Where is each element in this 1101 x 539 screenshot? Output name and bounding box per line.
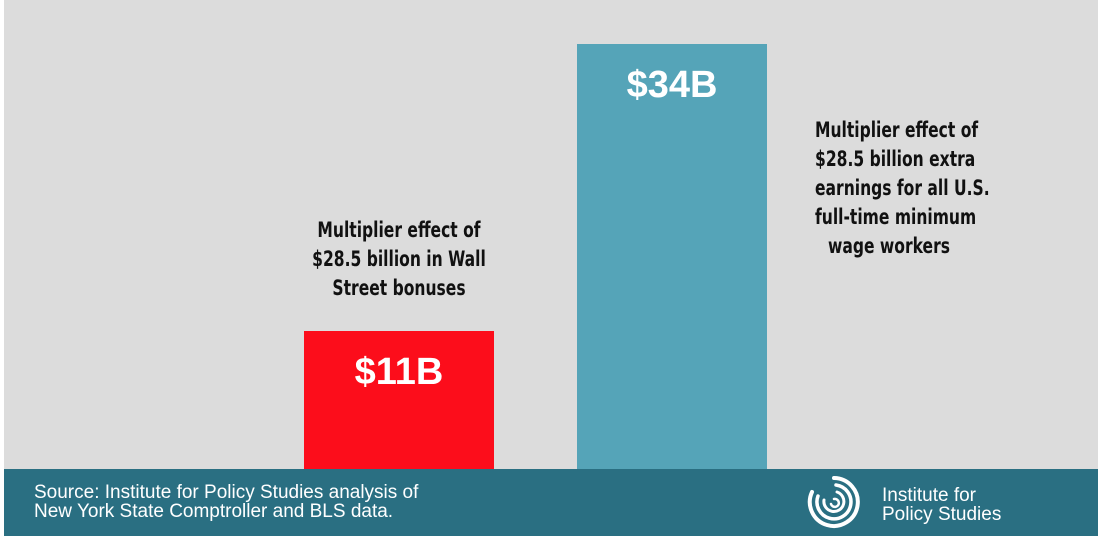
- annotation-line: Multiplier effect of: [317, 218, 481, 243]
- bar-value-label: $11B: [354, 351, 444, 394]
- org-name: Institute for Policy Studies: [882, 486, 1001, 524]
- annotation-line: earnings for all U.S.: [815, 176, 990, 200]
- footer-banner: Source: Institute for Policy Studies ana…: [4, 469, 1098, 536]
- source-line: Source: Institute for Policy Studies ana…: [34, 482, 419, 503]
- annotation-line: wage workers: [828, 234, 950, 258]
- source-line: New York State Comptroller and BLS data.: [34, 501, 394, 522]
- annotation-line: full-time minimum: [815, 205, 977, 229]
- chart-area: $11B Multiplier effect of $28.5 billion in…: [4, 0, 1098, 536]
- annotation-line: $28.5 billion in Wall: [312, 247, 486, 272]
- bar-annotation: Multiplier effect of $28.5 billion in Wal…: [288, 216, 510, 303]
- annotation-line: Street bonuses: [332, 276, 466, 301]
- bar-annotation: Multiplier effect of $28.5 billion extra e…: [815, 116, 990, 261]
- bar-value-label: $34B: [626, 63, 718, 106]
- bar: $11B: [304, 331, 494, 469]
- annotation-line: $28.5 billion extra: [815, 147, 976, 171]
- org-name-line: Institute for: [882, 485, 976, 506]
- source-note: Source: Institute for Policy Studies ana…: [34, 483, 418, 521]
- bar: $34B: [577, 43, 767, 469]
- concentric-swirl-icon: [807, 476, 860, 528]
- org-name-line: Policy Studies: [882, 504, 1002, 525]
- annotation-line: Multiplier effect of: [815, 118, 979, 142]
